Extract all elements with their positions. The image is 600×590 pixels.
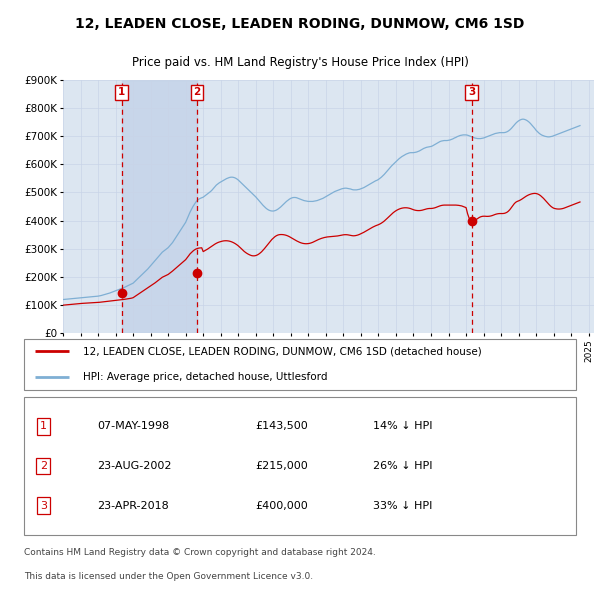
Text: 3: 3 (40, 501, 47, 511)
Text: 2: 2 (193, 87, 200, 97)
Text: 14% ↓ HPI: 14% ↓ HPI (373, 421, 433, 431)
Text: 23-AUG-2002: 23-AUG-2002 (97, 461, 172, 471)
Text: HPI: Average price, detached house, Uttlesford: HPI: Average price, detached house, Uttl… (83, 372, 328, 382)
Text: 07-MAY-1998: 07-MAY-1998 (97, 421, 169, 431)
Text: 33% ↓ HPI: 33% ↓ HPI (373, 501, 433, 511)
Text: £215,000: £215,000 (255, 461, 308, 471)
Text: 1: 1 (40, 421, 47, 431)
Text: Contains HM Land Registry data © Crown copyright and database right 2024.: Contains HM Land Registry data © Crown c… (23, 548, 376, 558)
Bar (122, 80, 197, 333)
Text: Price paid vs. HM Land Registry's House Price Index (HPI): Price paid vs. HM Land Registry's House … (131, 55, 469, 68)
Text: 23-APR-2018: 23-APR-2018 (97, 501, 169, 511)
Text: 3: 3 (468, 87, 475, 97)
Text: 2: 2 (40, 461, 47, 471)
Text: 12, LEADEN CLOSE, LEADEN RODING, DUNMOW, CM6 1SD: 12, LEADEN CLOSE, LEADEN RODING, DUNMOW,… (76, 17, 524, 31)
Text: £143,500: £143,500 (255, 421, 308, 431)
Text: 1: 1 (118, 87, 125, 97)
FancyBboxPatch shape (23, 396, 577, 536)
Text: 26% ↓ HPI: 26% ↓ HPI (373, 461, 433, 471)
Text: 12, LEADEN CLOSE, LEADEN RODING, DUNMOW, CM6 1SD (detached house): 12, LEADEN CLOSE, LEADEN RODING, DUNMOW,… (83, 346, 482, 356)
Text: This data is licensed under the Open Government Licence v3.0.: This data is licensed under the Open Gov… (23, 572, 313, 581)
FancyBboxPatch shape (23, 339, 577, 390)
Text: £400,000: £400,000 (255, 501, 308, 511)
